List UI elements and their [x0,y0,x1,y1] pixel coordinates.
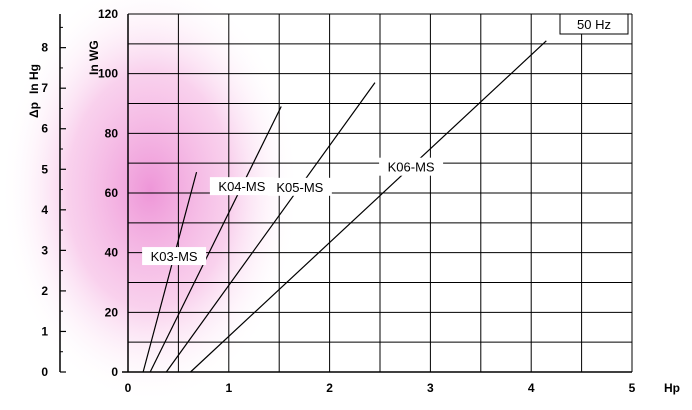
series-label-text: K03-MS [151,249,198,264]
y2-tick-label: 1 [41,324,48,338]
y2-tick-label: 7 [41,81,48,95]
left-axis-inhg: 0 1 2 3 4 5 6 7 8 ΔpIn Hg [27,14,66,379]
x-tick-label: 4 [528,381,535,395]
y2-tick-label: 5 [41,162,48,176]
x-tick-label: 5 [629,381,636,395]
series-label-text: K05-MS [276,180,323,195]
y2-tick-label: 6 [41,122,48,136]
x-tick-label: 0 [125,381,132,395]
series-label-k03-ms: K03-MS [142,247,207,266]
series-line-k03-ms [142,171,198,373]
series-label-background [379,157,444,176]
series-line-k06-ms [190,40,547,373]
y-tick-label: 60 [105,186,119,200]
series-label-background [209,177,274,196]
series-label-background [142,247,207,266]
y2-tick-label: 3 [41,243,48,257]
series-label-text: K06-MS [388,160,435,175]
x-tick-label: 2 [326,381,333,395]
y-tick-label: 40 [105,246,119,260]
y2-tick-label: 2 [41,284,48,298]
series-label-text: K04-MS [218,179,265,194]
series-line-k05-ms [165,82,376,373]
y-axis-title: In WG [87,40,101,75]
series-label-k05-ms: K05-MS [267,177,332,196]
x-axis-title: Hp [664,381,680,395]
x-tick-label: 3 [427,381,434,395]
svg-text:50 Hz: 50 Hz [577,17,611,32]
background-watermark [0,0,300,405]
series-label-k06-ms: K06-MS [379,157,444,176]
y2-tick-label: 0 [41,365,48,379]
y-tick-label: 100 [98,67,118,81]
series-label-k04-ms: K04-MS [209,177,274,196]
y2-tick-label: 4 [41,203,48,217]
y2-axis-title: ΔpIn Hg [27,64,41,118]
frequency-badge: 50 Hz [559,13,629,35]
series-line-k04-ms [149,106,282,373]
y2-tick-label: 8 [41,41,48,55]
series-label-background [267,177,332,196]
x-tick-label: 1 [225,381,232,395]
y-tick-label: 0 [111,365,118,379]
y-tick-label: 80 [105,126,119,140]
y-tick-label: 120 [98,7,118,21]
y-tick-label: 20 [105,305,119,319]
